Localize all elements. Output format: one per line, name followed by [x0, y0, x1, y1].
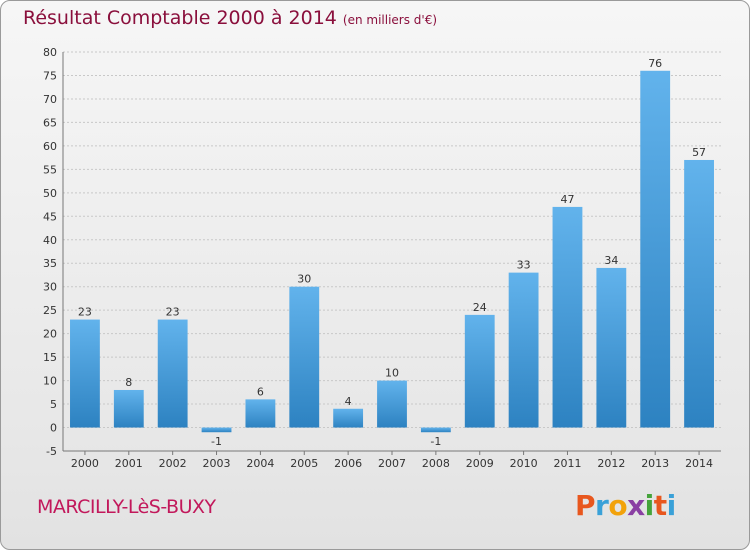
commune-name: MARCILLY-LèS-BUXY [37, 496, 216, 518]
data-label-2007: 10 [385, 367, 399, 380]
logo-letter: i [666, 489, 677, 522]
bar-2011 [552, 206, 583, 428]
data-label-2012: 34 [604, 254, 618, 267]
data-label-2009: 24 [473, 301, 487, 314]
data-label-2003: -1 [211, 435, 222, 448]
y-tick-label: 0 [50, 422, 57, 435]
data-label-2008: -1 [430, 435, 441, 448]
x-tick-label-2004: 2004 [246, 457, 274, 470]
x-tick-label-2001: 2001 [115, 457, 143, 470]
x-axis-labels: 2000 2001 2002 2003 2004 2005 2006 2007 2008 2009… [71, 451, 713, 470]
y-tick-label: 75 [43, 69, 57, 82]
data-label-2005: 30 [297, 273, 311, 286]
chart-title: Résultat Comptable 2000 à 2014 (en millie… [23, 7, 437, 29]
y-tick-label: 40 [43, 234, 57, 247]
bar-2004 [245, 399, 276, 428]
bar-2012 [596, 267, 627, 428]
x-tick-label-2002: 2002 [159, 457, 187, 470]
x-tick-label-2008: 2008 [422, 457, 450, 470]
logo-letter: r [595, 489, 609, 522]
x-tick-label-2007: 2007 [378, 457, 406, 470]
y-tick-label: 10 [43, 375, 57, 388]
x-tick-label-2000: 2000 [71, 457, 99, 470]
y-tick-label: 20 [43, 328, 57, 341]
data-label-2006: 4 [345, 395, 352, 408]
y-tick-label: 35 [43, 257, 57, 270]
x-tick-label-2005: 2005 [290, 457, 318, 470]
bars: 23 8 23 -1 6 30 4 10 -1 24 33 47 34 76 57 [70, 57, 714, 448]
proxiti-logo: Proxiti [575, 489, 676, 522]
logo-letter: t [653, 489, 667, 522]
data-label-2013: 76 [648, 57, 662, 70]
chart-subtitle: (en milliers d'€) [342, 13, 438, 27]
y-tick-label: 45 [43, 210, 57, 223]
bar-2007 [377, 380, 407, 428]
y-tick-label: 50 [43, 187, 57, 200]
x-tick-label-2010: 2010 [510, 457, 538, 470]
x-tick-label-2011: 2011 [553, 457, 581, 470]
logo-letter: i [644, 489, 655, 522]
y-tick-label: 70 [43, 93, 57, 106]
y-tick-label: 80 [43, 46, 57, 59]
y-tick-label: 30 [43, 281, 57, 294]
bar-2002 [157, 319, 188, 428]
bar-2003 [201, 427, 232, 433]
data-label-2002: 23 [166, 306, 180, 319]
bar-2005 [289, 286, 320, 428]
data-label-2014: 57 [692, 146, 706, 159]
bar-2001 [113, 389, 144, 428]
y-tick-label: 15 [43, 351, 57, 364]
y-tick-label: 65 [43, 116, 57, 129]
y-tick-label: 60 [43, 140, 57, 153]
axes [62, 52, 721, 452]
x-tick-label-2014: 2014 [685, 457, 713, 470]
bar-2010 [508, 272, 539, 428]
bar-2009 [464, 314, 495, 428]
logo-letter: o [608, 489, 628, 522]
logo-letter: x [627, 489, 645, 522]
y-tick-label: 25 [43, 304, 57, 317]
y-tick-label: 55 [43, 163, 57, 176]
data-label-2011: 47 [560, 193, 574, 206]
data-label-2010: 33 [517, 259, 531, 272]
x-tick-label-2009: 2009 [466, 457, 494, 470]
y-tick-label: 5 [50, 398, 57, 411]
bar-2013 [640, 70, 671, 428]
x-tick-label-2012: 2012 [597, 457, 625, 470]
y-tick-label: -5 [46, 445, 57, 458]
x-tick-label-2003: 2003 [203, 457, 231, 470]
y-axis-ticks: -5 0 5 10 15 20 25 30 35 40 45 50 55 60 65 70 75 80 [43, 46, 57, 458]
bar-2008 [420, 427, 451, 433]
data-label-2000: 23 [78, 306, 92, 319]
chart-title-text: Résultat Comptable 2000 à 2014 [23, 7, 337, 29]
data-label-2001: 8 [125, 376, 132, 389]
bar-2006 [333, 408, 364, 428]
logo-letter: P [575, 489, 596, 522]
x-tick-label-2006: 2006 [334, 457, 362, 470]
x-tick-label-2013: 2013 [641, 457, 669, 470]
bar-2000 [70, 319, 100, 428]
bar-2014 [684, 159, 714, 428]
data-label-2004: 6 [257, 385, 264, 398]
